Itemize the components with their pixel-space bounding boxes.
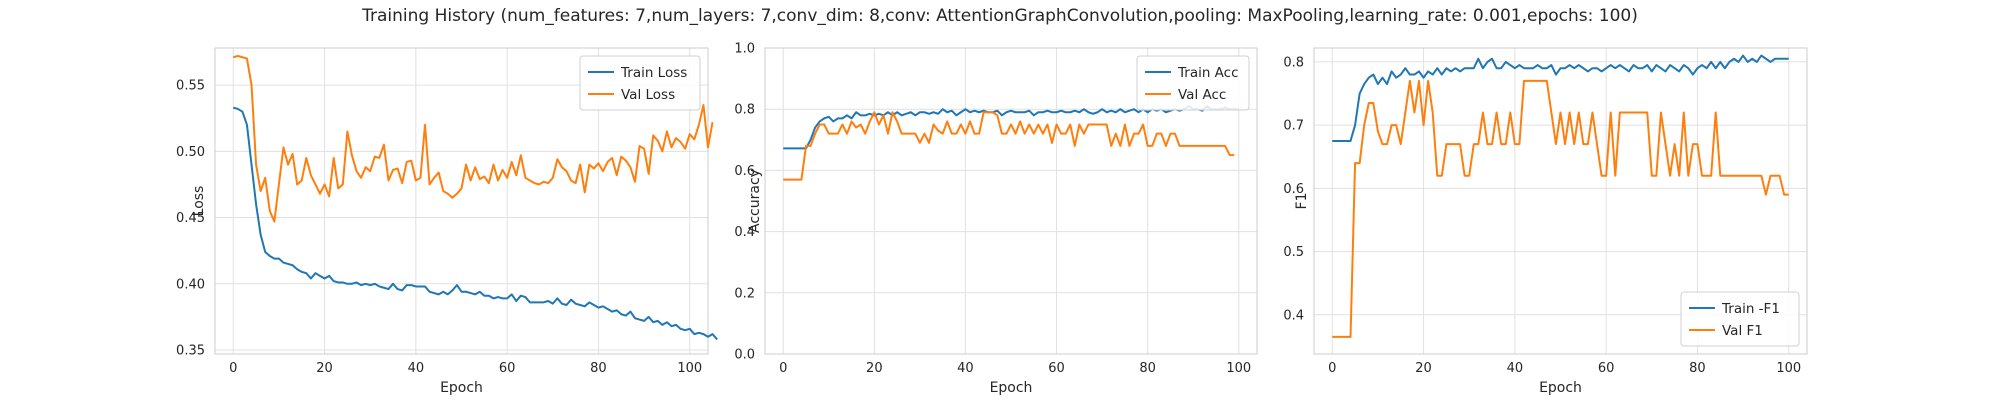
y-tick-label: 0.7 — [1283, 119, 1304, 134]
legend-label: Val F1 — [1722, 323, 1763, 339]
series-line-val-loss — [232, 54, 714, 223]
figure-title: Training History (num_features: 7,num_la… — [361, 6, 1638, 26]
legend-box — [579, 55, 701, 111]
y-tick-label: 0.6 — [734, 164, 755, 179]
x-tick-label: 0 — [779, 361, 787, 376]
x-tick-label: 0 — [229, 361, 237, 376]
axes-frame — [764, 47, 1258, 355]
series-line-val-f1 — [1332, 79, 1789, 338]
legend: Train Loss Val Loss — [579, 55, 701, 111]
y-tick-label: 0.4 — [1283, 308, 1304, 323]
x-tick-label: 60 — [499, 361, 516, 376]
y-tick-label: 0.4 — [734, 225, 755, 240]
legend-label: Val Acc — [1178, 87, 1226, 103]
x-tick-label: 100 — [1776, 361, 1801, 376]
x-tick-label: 40 — [957, 361, 974, 376]
x-tick-label: 80 — [1139, 361, 1156, 376]
y-tick-label: 0.45 — [176, 211, 205, 226]
y-tick-label: 0.35 — [176, 344, 205, 359]
y-tick-label: 0.50 — [176, 145, 205, 160]
y-axis-label: Accuracy — [747, 169, 763, 233]
axes-frame — [1313, 47, 1808, 355]
series-line-train-loss — [232, 106, 718, 341]
x-tick-label: 20 — [316, 361, 333, 376]
y-tick-label: 0.5 — [1283, 245, 1304, 260]
series-line-train-f1 — [1332, 54, 1789, 142]
y-tick-label: 0.8 — [734, 103, 755, 118]
x-tick-label: 40 — [408, 361, 425, 376]
x-axis-label: Epoch — [440, 380, 483, 396]
x-tick-label: 80 — [590, 361, 607, 376]
y-tick-label: 0.2 — [734, 286, 755, 301]
x-axis-label: Epoch — [1539, 380, 1582, 396]
loss-chart: 0 20 40 60 80 100 0.35 0.40 0.45 0.50 0.55 Epoch Los… — [176, 47, 718, 396]
legend-label: Val Loss — [621, 87, 675, 103]
x-tick-label: 40 — [1507, 361, 1524, 376]
legend: Train Acc Val Acc — [1136, 55, 1250, 111]
f1-chart: 0 20 40 60 80 100 0.4 0.5 0.6 0.7 0.8 Epoch F1 Train … — [1283, 47, 1808, 396]
legend-label: Train -F1 — [1721, 301, 1780, 317]
x-tick-label: 80 — [1689, 361, 1706, 376]
x-tick-label: 60 — [1598, 361, 1615, 376]
legend-label: Train Acc — [1177, 65, 1239, 81]
legend-box — [1136, 55, 1250, 111]
y-tick-label: 0.8 — [1283, 55, 1304, 70]
x-axis-label: Epoch — [990, 380, 1033, 396]
x-tick-label: 20 — [866, 361, 883, 376]
y-tick-label: 0.6 — [1283, 182, 1304, 197]
x-tick-label: 100 — [677, 361, 702, 376]
x-tick-label: 20 — [1415, 361, 1432, 376]
x-tick-label: 100 — [1226, 361, 1251, 376]
y-tick-label: 1.0 — [734, 42, 755, 57]
y-tick-label: 0.0 — [734, 348, 755, 363]
x-tick-label: 60 — [1048, 361, 1065, 376]
series-line-val-acc — [783, 111, 1235, 181]
axes-frame — [214, 47, 709, 355]
accuracy-chart: 0 20 40 60 80 100 0.0 0.2 0.4 0.6 0.8 1.0 Epoch Accur… — [734, 42, 1258, 396]
y-tick-label: 0.40 — [176, 277, 205, 292]
legend: Train -F1 Val F1 — [1680, 291, 1800, 347]
y-axis-label: F1 — [1294, 193, 1310, 210]
legend-label: Train Loss — [620, 65, 687, 81]
x-tick-label: 0 — [1328, 361, 1336, 376]
y-tick-label: 0.55 — [176, 79, 205, 94]
y-axis-label: Loss — [191, 186, 207, 217]
legend-box — [1680, 291, 1800, 347]
